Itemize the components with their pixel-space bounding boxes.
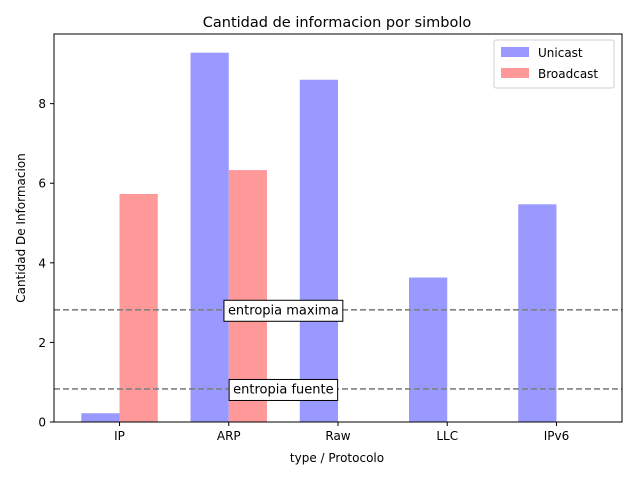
reference-label-box-0 bbox=[223, 299, 344, 322]
reference-label-1: entropia fuente bbox=[233, 382, 333, 397]
bar-unicast-llc bbox=[409, 277, 448, 422]
bar-broadcast-ip bbox=[119, 193, 158, 422]
reference-annotation-0: entropia maxima bbox=[223, 299, 344, 322]
x-tick-label-ip: IP bbox=[114, 429, 125, 443]
plot-area: entropia maxima entropia fuente IP ARP Raw LL… bbox=[38, 33, 623, 443]
legend-label-broadcast: Broadcast bbox=[538, 67, 598, 81]
x-tick-label-ipv6: IPv6 bbox=[544, 429, 570, 443]
reference-label-box-1 bbox=[228, 378, 339, 401]
x-tick-label-llc: LLC bbox=[436, 429, 458, 443]
reference-label-0: entropia maxima bbox=[228, 303, 339, 318]
x-tick-label-arp: ARP bbox=[217, 429, 241, 443]
y-tick-label-4: 4 bbox=[38, 256, 46, 270]
y-tick-label-8: 8 bbox=[38, 97, 46, 111]
y-tick-label-0: 0 bbox=[38, 416, 46, 430]
legend-swatch-broadcast bbox=[501, 68, 529, 78]
reference-annotation-1: entropia fuente bbox=[228, 378, 339, 401]
bar-unicast-ip bbox=[81, 413, 120, 422]
bar-unicast-raw bbox=[299, 79, 338, 422]
bar-unicast-ipv6 bbox=[518, 204, 557, 422]
chart-title: Cantidad de informacion por simbolo bbox=[203, 15, 472, 31]
legend: Unicast Broadcast bbox=[493, 39, 615, 89]
legend-swatch-unicast bbox=[501, 47, 529, 57]
y-tick-label-6: 6 bbox=[38, 177, 46, 191]
x-tick-label-raw: Raw bbox=[325, 429, 350, 443]
x-axis-label: type / Protocolo bbox=[290, 451, 384, 465]
y-axis-label: Cantidad De Informacion bbox=[14, 153, 28, 303]
y-tick-label-2: 2 bbox=[38, 336, 46, 350]
legend-label-unicast: Unicast bbox=[538, 46, 583, 60]
bar-unicast-arp bbox=[190, 52, 229, 423]
